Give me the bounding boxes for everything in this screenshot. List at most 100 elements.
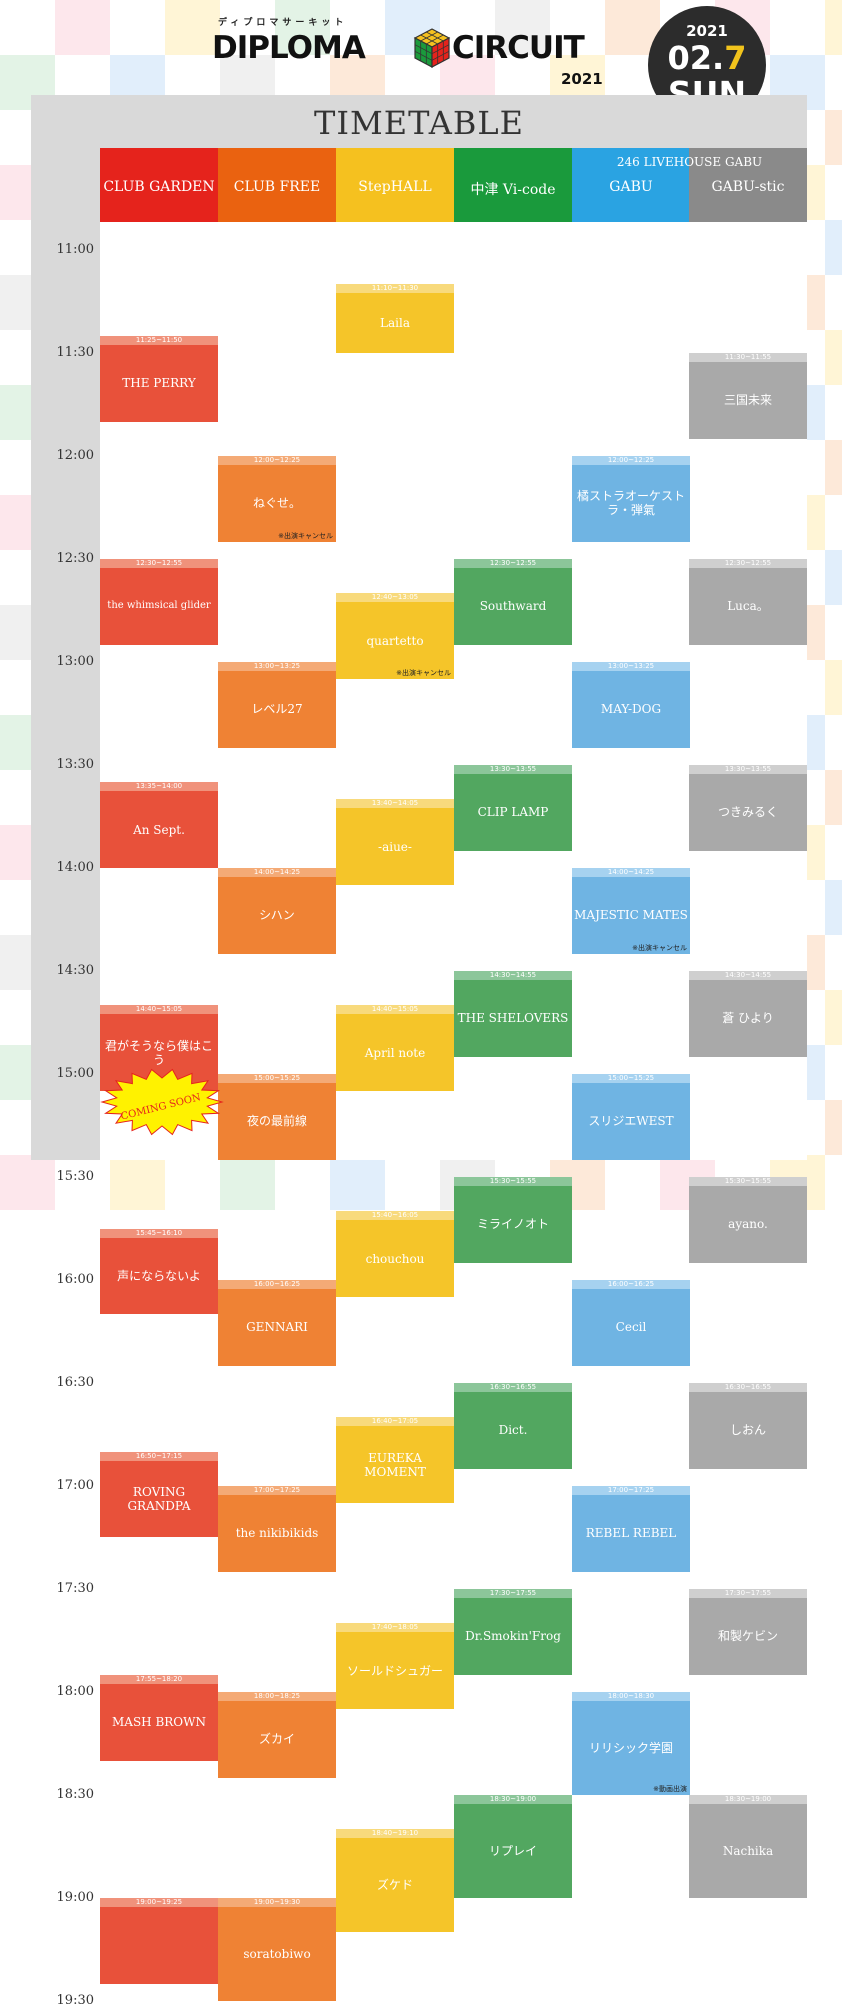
slot-time: 11:10~11:30	[336, 284, 454, 294]
checker-square	[825, 1100, 842, 1155]
logo-text-diploma: DIPLOMA	[212, 30, 366, 66]
slot-note: ※出演キャンセル	[278, 531, 333, 540]
time-label: 16:30	[56, 1375, 94, 1390]
venue-name: StepHALL	[358, 179, 432, 195]
slot-artist: CLIP LAMP	[477, 805, 549, 820]
slot-block: 12:30~12:55 the whimsical glider	[100, 559, 218, 645]
slot-block: 15:00~15:25 夜の最前線	[218, 1074, 336, 1160]
time-label: 19:00	[56, 1890, 94, 1905]
slot-time: 16:50~17:15	[100, 1451, 218, 1461]
slot-block: 18:30~19:00 Nachika	[689, 1795, 807, 1898]
slot-time: 15:30~15:55	[454, 1177, 572, 1186]
logo-text-circuit: CIRCUIT	[452, 30, 585, 66]
time-label: 16:00	[56, 1272, 94, 1287]
slot-artist: ミライノオト	[476, 1217, 549, 1232]
slot-time: 16:00~16:25	[572, 1280, 690, 1289]
checker-square	[495, 0, 550, 55]
slot-block: 17:55~18:20 MASH BROWN	[100, 1674, 218, 1761]
slot-time: 15:40~16:05	[336, 1211, 454, 1221]
slot-time: 13:40~14:05	[336, 799, 454, 809]
slot-time: 13:35~14:00	[100, 782, 218, 792]
slot-artist: 夜の最前線	[246, 1114, 307, 1129]
time-label: 14:30	[56, 963, 94, 978]
checker-square	[825, 110, 842, 165]
slot-artist: Laila	[380, 316, 410, 331]
time-label: 14:00	[56, 860, 94, 875]
slot-block: 17:00~17:25 the nikibikids	[218, 1486, 336, 1572]
slot-time: 13:30~13:55	[454, 765, 572, 774]
slot-artist: chouchou	[365, 1251, 425, 1266]
checker-square	[275, 0, 330, 55]
slot-block: 13:30~13:55 つきみるく	[689, 765, 807, 851]
slot-block: 18:00~18:25 ズカイ	[218, 1692, 336, 1778]
time-label: 11:30	[56, 345, 94, 360]
slot-time: 12:30~12:55	[100, 559, 218, 568]
slot-artist: ayano.	[728, 1217, 768, 1232]
slot-block: 15:30~15:55 ayano.	[689, 1177, 807, 1263]
slot-block: 15:45~16:10 声にならないよ	[100, 1228, 218, 1315]
slot-time: 13:30~13:55	[689, 765, 807, 774]
checker-square	[825, 990, 842, 1045]
slot-artist: -aiue-	[378, 839, 412, 854]
checker-square	[825, 440, 842, 495]
slot-block: 17:30~17:55 Dr.Smokin'Frog	[454, 1589, 572, 1675]
slot-block: 17:30~17:55 和製ケビン	[689, 1589, 807, 1675]
slot-artist: しおん	[729, 1423, 766, 1438]
slot-time: 12:00~12:25	[218, 456, 336, 465]
slot-time: 15:30~15:55	[689, 1177, 807, 1186]
slot-block: 17:00~17:25 REBEL REBEL	[572, 1486, 690, 1572]
slot-artist: リリシック学園	[588, 1741, 673, 1755]
slot-time: 11:25~11:50	[100, 335, 218, 345]
slot-artist: ROVING GRANDPA	[127, 1485, 191, 1514]
checker-square	[825, 330, 842, 385]
badge-year: 2021	[686, 22, 728, 40]
slot-time: 11:30~11:55	[689, 353, 807, 362]
slot-time: 17:00~17:25	[218, 1486, 336, 1495]
time-label: 12:00	[56, 448, 94, 463]
checker-square	[825, 660, 842, 715]
badge-day: 7	[724, 39, 747, 77]
slot-block: 16:30~16:55 しおん	[689, 1383, 807, 1469]
slot-block: 19:00~19:30 soratobiwo	[218, 1898, 336, 2001]
slot-block: 14:30~14:55 蒼 ひより	[689, 971, 807, 1057]
slot-time: 15:00~15:25	[572, 1074, 690, 1083]
slot-artist: Nachika	[722, 1844, 774, 1858]
slot-time: 13:00~13:25	[218, 662, 336, 671]
slot-artist: ねぐせ。	[252, 496, 301, 511]
time-label: 18:30	[56, 1787, 94, 1802]
venue-name: GABU	[609, 179, 653, 195]
slot-artist: ズカイ	[258, 1732, 295, 1747]
slot-time: 17:40~18:05	[336, 1623, 454, 1633]
slot-time: 17:30~17:55	[454, 1589, 572, 1598]
slot-note: ※動画出演	[653, 1785, 687, 1793]
slot-block: 16:40~17:05 EUREKA MOMENT	[336, 1417, 454, 1504]
checker-square	[825, 770, 842, 825]
burst-shape	[100, 1068, 224, 1136]
slot-artist: Dr.Smokin'Frog	[465, 1629, 561, 1644]
slot-block: 11:30~11:55 三国未来	[689, 353, 807, 439]
slot-artist: April note	[364, 1045, 426, 1060]
slot-time: 14:30~14:55	[454, 971, 572, 980]
slot-time: 17:30~17:55	[689, 1589, 807, 1598]
slot-artist: 橘ストラオーケストラ・弾氣	[576, 489, 685, 518]
slot-block: 14:00~14:25 シハン	[218, 868, 336, 954]
venue-header: GABU-stic	[689, 148, 807, 222]
venue-header: GABU	[572, 148, 690, 222]
slot-time: 16:00~16:25	[218, 1280, 336, 1289]
time-label: 18:00	[56, 1684, 94, 1699]
slot-artist: Cecil	[615, 1320, 647, 1335]
slot-time: 19:00~19:25	[100, 1898, 218, 1907]
slot-artist: MAY-DOG	[600, 702, 662, 717]
slot-time: 16:40~17:05	[336, 1417, 454, 1427]
slot-note: ※出演キャンセル	[632, 943, 687, 952]
slot-artist: レベル27	[251, 702, 303, 717]
slot-note: ※出演キャンセル	[396, 669, 451, 678]
slot-block: 16:00~16:25 GENNARI	[218, 1280, 336, 1366]
slot-time: 13:00~13:25	[572, 662, 690, 671]
slot-block: 13:40~14:05 -aiue-	[336, 799, 454, 886]
slot-time: 14:00~14:25	[572, 868, 690, 877]
checker-square	[825, 550, 842, 605]
venue-header: StepHALL	[336, 148, 454, 222]
slot-artist: Southward	[479, 599, 547, 614]
slot-time: 17:00~17:25	[572, 1486, 690, 1495]
